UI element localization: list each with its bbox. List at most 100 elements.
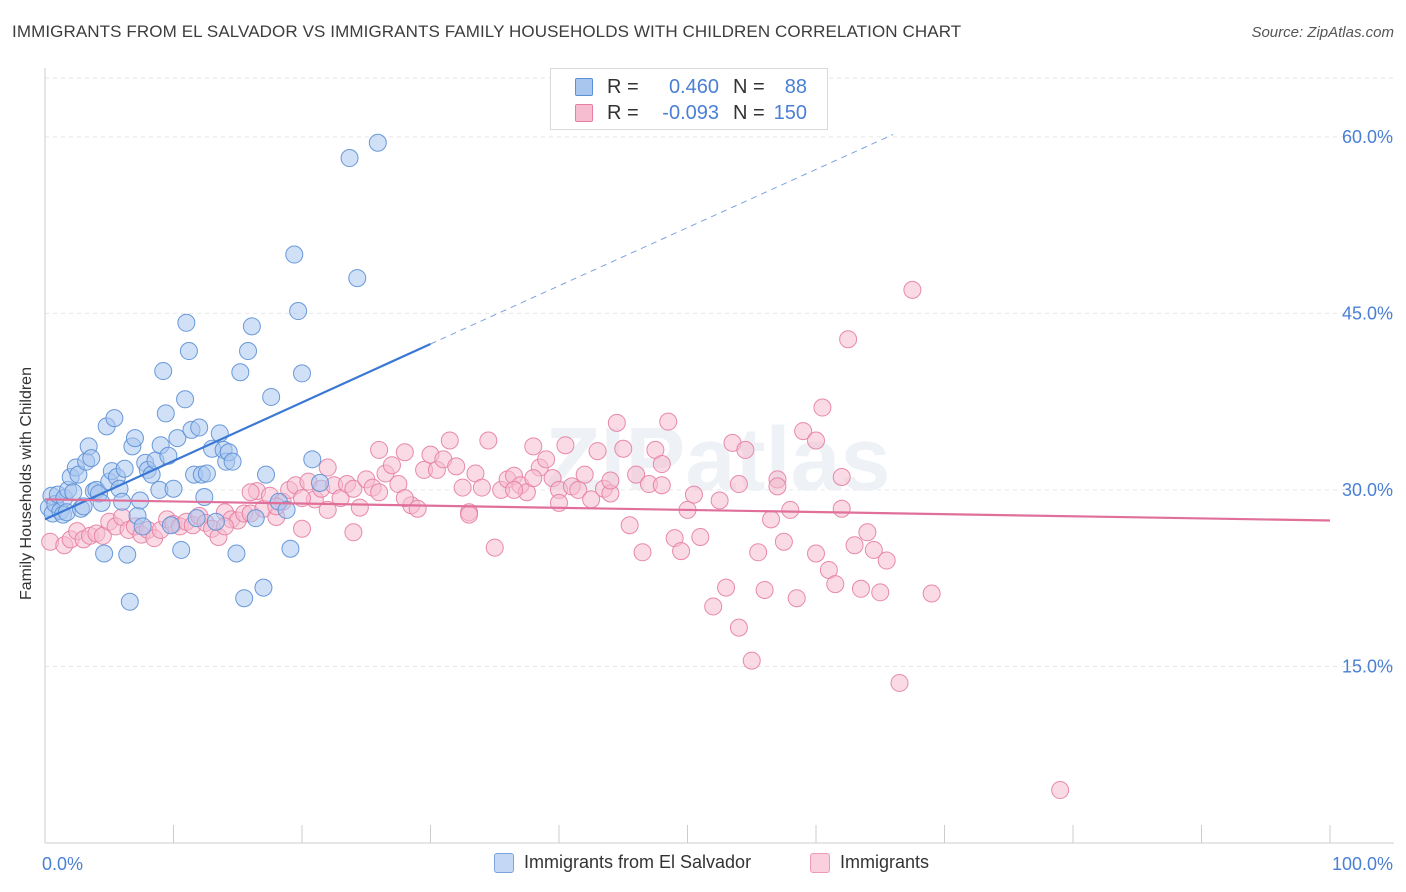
immigrants-point bbox=[601, 471, 620, 490]
source-label: Source: ZipAtlas.com bbox=[1251, 24, 1394, 41]
immigrants-point bbox=[755, 580, 774, 599]
immigrants-point bbox=[672, 542, 691, 561]
series-label: Immigrants bbox=[840, 852, 930, 872]
series-legend-immigrants: Immigrants bbox=[810, 852, 929, 873]
series-swatch-pink bbox=[810, 852, 830, 873]
immigrants-point bbox=[241, 483, 260, 502]
legend-r-label: R = bbox=[607, 101, 639, 124]
immigrants-point bbox=[588, 442, 607, 461]
immigrants-point bbox=[607, 413, 626, 432]
immigrants-point bbox=[293, 519, 311, 538]
immigrants-point bbox=[344, 523, 363, 542]
immigrants-point bbox=[440, 431, 459, 450]
el-salvador-point bbox=[206, 512, 225, 531]
el-salvador-point bbox=[340, 149, 359, 168]
immigrants-point bbox=[652, 476, 671, 495]
immigrants-point bbox=[524, 469, 543, 488]
el-salvador-point bbox=[293, 364, 311, 383]
el-salvador-point bbox=[190, 418, 209, 437]
immigrants-point bbox=[903, 280, 922, 299]
immigrants-point bbox=[382, 456, 401, 475]
el-salvador-point bbox=[348, 269, 367, 288]
immigrants-point bbox=[652, 455, 671, 474]
immigrants-point bbox=[807, 544, 825, 563]
y-tick-label: 30.0% bbox=[1342, 480, 1393, 500]
legend-n-label: N = bbox=[733, 75, 765, 98]
immigrants-point bbox=[569, 480, 588, 499]
el-salvador-point bbox=[156, 404, 175, 423]
immigrants-point bbox=[749, 543, 768, 562]
legend-swatch-blue bbox=[575, 78, 593, 96]
immigrants-point bbox=[344, 479, 363, 498]
legend-row-immigrants: R = -0.093 N = 150 bbox=[575, 101, 807, 125]
immigrants-point bbox=[447, 457, 466, 476]
el-salvador-point bbox=[187, 509, 206, 528]
el-salvador-point bbox=[239, 342, 258, 361]
immigrants-point bbox=[762, 510, 781, 529]
el-salvador-point bbox=[118, 545, 137, 564]
el-salvador-point bbox=[176, 390, 195, 409]
immigrants-point bbox=[736, 440, 755, 459]
el-salvador-point bbox=[95, 544, 114, 563]
el-salvador-point bbox=[172, 540, 191, 559]
legend-r-value: 0.460 bbox=[668, 75, 719, 98]
immigrants-point bbox=[684, 485, 703, 504]
axes bbox=[44, 68, 1394, 844]
immigrants-point bbox=[826, 575, 845, 594]
correlation-legend: R = 0.460 N = 88 R = -0.093 N = 150 bbox=[550, 68, 828, 130]
x-tick-label: 100.0% bbox=[1332, 854, 1393, 874]
el-salvador-point bbox=[177, 313, 196, 332]
legend-r-label: R = bbox=[607, 75, 639, 98]
legend-row-el-salvador: R = 0.460 N = 88 bbox=[575, 75, 807, 99]
immigrants-point bbox=[807, 431, 825, 450]
immigrants-point bbox=[614, 439, 633, 458]
immigrants-point bbox=[729, 475, 748, 494]
el-salvador-point bbox=[82, 449, 101, 468]
immigrants-point bbox=[794, 422, 813, 441]
immigrants-point bbox=[620, 516, 639, 535]
immigrants-point bbox=[813, 398, 832, 417]
series-legend: Immigrants from El Salvador Immigrants bbox=[0, 852, 1406, 876]
el-salvador-point bbox=[246, 509, 265, 528]
immigrants-point bbox=[370, 440, 389, 459]
immigrants-point bbox=[832, 499, 851, 518]
el-salvador-point bbox=[154, 362, 173, 381]
immigrants-point bbox=[691, 528, 710, 546]
el-salvador-trend-extension bbox=[430, 134, 894, 345]
immigrants-point bbox=[704, 597, 723, 616]
immigrants-point bbox=[845, 536, 864, 555]
el-salvador-point bbox=[197, 464, 216, 483]
el-salvador-point bbox=[231, 363, 250, 382]
immigrants-point bbox=[781, 500, 800, 519]
immigrants-point bbox=[787, 589, 806, 608]
immigrants-point bbox=[370, 483, 389, 502]
el-salvador-point bbox=[125, 429, 144, 448]
legend-n-value: 88 bbox=[784, 75, 807, 98]
immigrants-point bbox=[472, 478, 491, 497]
series-label: Immigrants from El Salvador bbox=[524, 852, 752, 872]
el-salvador-point bbox=[164, 479, 183, 498]
legend-swatch-pink bbox=[575, 104, 593, 122]
el-salvador-point bbox=[281, 539, 300, 558]
immigrants-point bbox=[1051, 781, 1070, 800]
immigrants-point bbox=[717, 578, 736, 597]
immigrants-point bbox=[633, 543, 652, 562]
immigrants-point bbox=[871, 583, 890, 602]
el-salvador-point bbox=[310, 473, 329, 492]
x-tick-label: 0.0% bbox=[42, 854, 83, 874]
el-salvador-point bbox=[277, 500, 296, 519]
el-salvador-point bbox=[105, 409, 124, 428]
el-salvador-point bbox=[227, 544, 246, 563]
el-salvador-point bbox=[120, 592, 139, 611]
immigrants-trend-line bbox=[44, 498, 1331, 522]
el-salvador-point bbox=[285, 245, 304, 264]
immigrants-point bbox=[742, 651, 761, 670]
immigrants-point bbox=[479, 431, 498, 450]
y-tick-label: 15.0% bbox=[1342, 656, 1393, 676]
immigrants-point bbox=[318, 500, 337, 519]
chart-title: IMMIGRANTS FROM EL SALVADOR VS IMMIGRANT… bbox=[12, 22, 962, 41]
immigrants-point bbox=[505, 480, 524, 499]
el-salvador-point bbox=[242, 317, 261, 336]
y-tick-label: 60.0% bbox=[1342, 127, 1393, 147]
el-salvador-point bbox=[289, 302, 308, 321]
